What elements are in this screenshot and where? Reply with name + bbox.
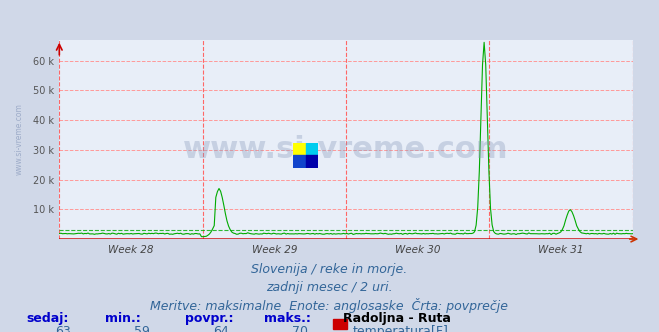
Text: www.si-vreme.com: www.si-vreme.com (183, 135, 509, 164)
Bar (306, 155, 318, 168)
Text: maks.:: maks.: (264, 312, 310, 325)
Text: Radoljna - Ruta: Radoljna - Ruta (343, 312, 451, 325)
Text: zadnji mesec / 2 uri.: zadnji mesec / 2 uri. (266, 281, 393, 293)
Text: www.si-vreme.com: www.si-vreme.com (14, 104, 24, 175)
Text: sedaj:: sedaj: (26, 312, 69, 325)
Text: Slovenija / reke in morje.: Slovenija / reke in morje. (251, 263, 408, 276)
Text: 63: 63 (55, 325, 71, 332)
Text: min.:: min.: (105, 312, 141, 325)
Text: Meritve: maksimalne  Enote: anglosaske  Črta: povprečje: Meritve: maksimalne Enote: anglosaske Čr… (150, 298, 509, 313)
Bar (333, 319, 347, 329)
Text: 59: 59 (134, 325, 150, 332)
Bar (306, 143, 318, 155)
Text: 70: 70 (292, 325, 308, 332)
Text: 64: 64 (213, 325, 229, 332)
Bar (293, 143, 306, 155)
Text: Week 30: Week 30 (395, 245, 440, 255)
Text: povpr.:: povpr.: (185, 312, 233, 325)
Bar (293, 155, 306, 168)
Text: Week 31: Week 31 (538, 245, 584, 255)
Text: Week 28: Week 28 (108, 245, 154, 255)
Text: temperatura[F]: temperatura[F] (353, 325, 448, 332)
Text: Week 29: Week 29 (252, 245, 297, 255)
